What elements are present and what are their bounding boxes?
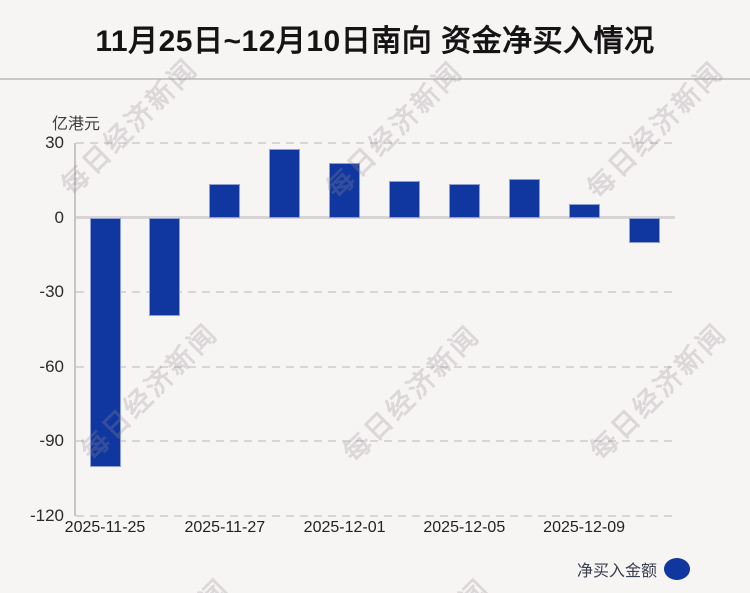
bar [388,180,420,218]
watermark-text: 每日经济新闻 [337,319,487,469]
bar [209,184,241,218]
bar [89,217,121,468]
y-axis-line [74,143,76,516]
gridline [76,142,675,144]
y-axis-unit-label: 亿港元 [52,116,101,133]
zero-baseline [75,216,675,220]
watermark-text: 每日经济新闻 [680,523,750,593]
legend-dot-icon [664,558,690,580]
gridline [76,515,675,517]
x-tick-label: 2025-12-05 [423,519,506,536]
chart-title: 11月25日~12月10日南向 资金净买入情况 [95,25,655,58]
x-tick-label: 2025-12-09 [543,519,626,536]
watermark-text: 每日经济新闻 [581,55,731,205]
watermark-text: 每日经济新闻 [584,317,734,467]
y-tick-label: 0 [54,207,64,227]
x-tick-label: 2025-11-27 [184,519,266,536]
title-divider [0,78,750,80]
y-tick-label: -120 [29,506,64,525]
y-tick-label: -60 [39,356,64,376]
bar [448,184,480,218]
legend: 净买入金额 [577,557,690,581]
x-tick-label: 2025-11-25 [64,519,146,536]
bar [149,217,181,316]
legend-label: 净买入金额 [576,563,657,580]
x-tick-label: 2025-12-01 [303,519,386,536]
y-tick-label: -30 [39,282,64,302]
watermark-text: 每日经济新闻 [343,568,498,593]
gridline [76,440,675,443]
gridline [76,291,675,294]
bar [329,163,361,218]
y-tick-label: -90 [39,431,64,451]
bar [269,149,301,218]
bar [508,179,540,218]
y-tick-label: 30 [45,133,64,152]
watermark-text: 每日经济新闻 [83,568,238,593]
bar [628,217,660,244]
bar [568,203,600,218]
gridline [76,365,675,368]
